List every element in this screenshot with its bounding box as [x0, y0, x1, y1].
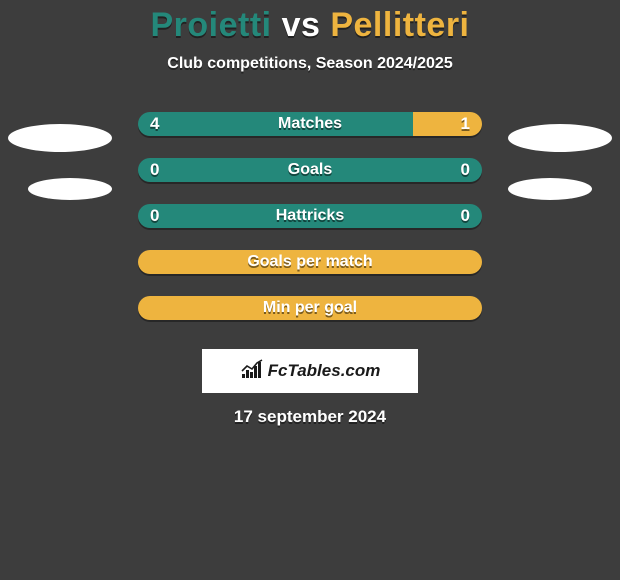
stat-rows: 41Matches 00Goals 00Hattricks Goals per mat… [0, 101, 620, 331]
stat-row: Goals per match [0, 239, 620, 285]
stat-bar-right [138, 296, 482, 320]
vs-label: vs [282, 6, 321, 44]
stat-bar-left [138, 112, 413, 136]
player1-name: Proietti [150, 6, 271, 44]
stat-bar: 00Hattricks [138, 204, 482, 228]
chart-icon [240, 358, 266, 385]
comparison-card: Proietti vs Pellitteri Club competitions… [0, 0, 620, 580]
stat-bar-right [138, 250, 482, 274]
player2-name: Pellitteri [330, 6, 469, 44]
stat-bar: Min per goal [138, 296, 482, 320]
stat-bar: Goals per match [138, 250, 482, 274]
date-label: 17 september 2024 [0, 407, 620, 427]
stat-bar: 00Goals [138, 158, 482, 182]
stat-bar-left [138, 204, 482, 228]
stat-row: Min per goal [0, 285, 620, 331]
stat-bar-left [138, 158, 482, 182]
page-title: Proietti vs Pellitteri [0, 0, 620, 45]
stat-row: 00Hattricks [0, 193, 620, 239]
stat-bar: 41Matches [138, 112, 482, 136]
stat-row: 00Goals [0, 147, 620, 193]
branding-text: FcTables.com [268, 361, 381, 381]
stat-row: 41Matches [0, 101, 620, 147]
stat-bar-right [413, 112, 482, 136]
subtitle: Club competitions, Season 2024/2025 [0, 55, 620, 73]
branding-box: FcTables.com [202, 349, 418, 393]
